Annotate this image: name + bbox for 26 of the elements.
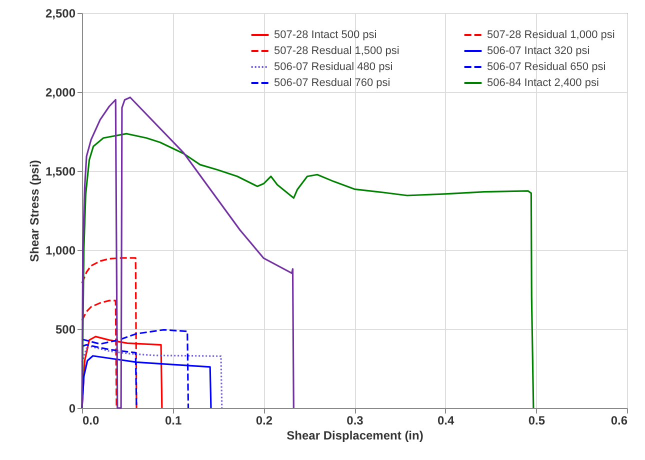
legend-label: 507-28 Intact 500 psi <box>274 29 377 41</box>
legend-label: 507-28 Residual 1,000 psi <box>487 29 615 41</box>
x-tick-label: 0.1 <box>164 414 182 428</box>
legend-label: 506-07 Residual 480 psi <box>274 61 393 73</box>
legend-label: 506-84 Intact 2,400 psi <box>487 77 599 89</box>
y-tick-label: 0 <box>68 402 76 416</box>
y-tick-label: 500 <box>55 322 76 336</box>
y-tick-label: 1,500 <box>45 164 76 178</box>
legend-label: 507-28 Resdual 1,500 psi <box>274 45 400 57</box>
y-tick-label: 2,500 <box>45 6 76 20</box>
line-series <box>81 132 534 409</box>
x-tick-label: 0.0 <box>82 414 100 428</box>
x-tick-label: 0.5 <box>528 414 546 428</box>
x-tick-label: 0.4 <box>437 414 454 428</box>
x-tick-label: 0.6 <box>610 414 628 428</box>
y-axis-title: Shear Stress (psi) <box>27 160 42 262</box>
legend-label: 506-07 Resdual 760 psi <box>274 77 390 89</box>
legend-label: 506-07 Residual 650 psi <box>487 61 606 73</box>
line-series <box>81 96 294 409</box>
y-tick-label: 2,000 <box>45 86 76 100</box>
line-series <box>81 344 223 409</box>
x-axis-title: Shear Displacement (in) <box>286 428 424 442</box>
y-tick-label: 1,000 <box>45 244 76 258</box>
x-tick-label: 0.2 <box>256 414 273 428</box>
legend-label: 506-07 Intact 320 psi <box>487 45 590 57</box>
x-tick-label: 0.3 <box>346 414 364 428</box>
